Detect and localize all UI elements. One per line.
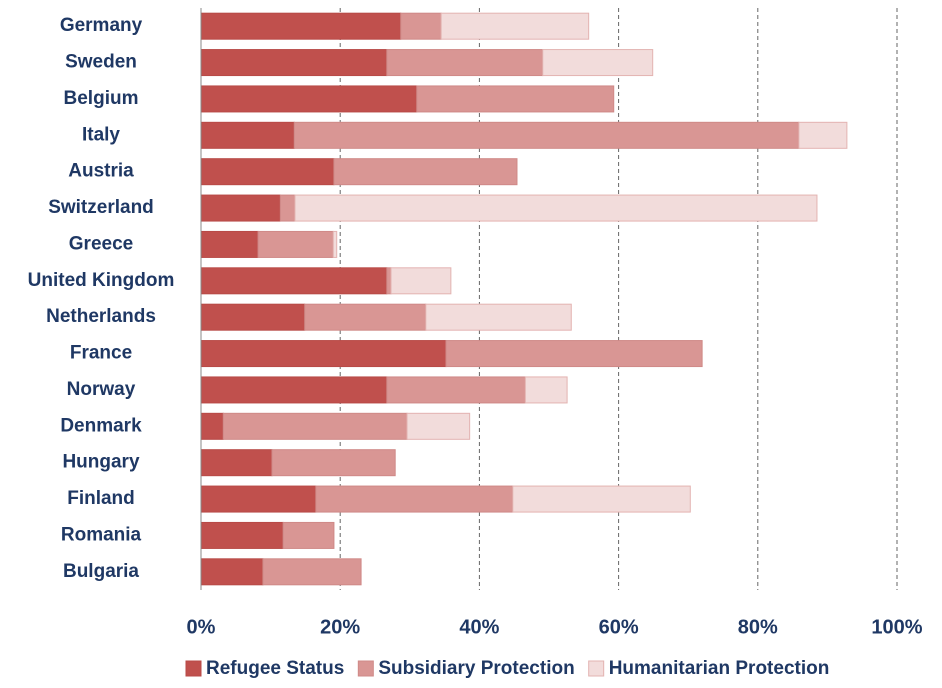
bar-segment xyxy=(222,412,408,440)
legend-swatch xyxy=(588,660,605,677)
bar-segment xyxy=(200,194,281,222)
bar-segment xyxy=(425,303,572,331)
bar-segment xyxy=(200,85,418,113)
legend-swatch xyxy=(357,660,374,677)
bar-segment xyxy=(445,340,703,368)
y-tick-label: Switzerland xyxy=(48,197,154,218)
legend-label: Humanitarian Protection xyxy=(609,658,830,679)
bar-segment xyxy=(294,194,818,222)
x-tick-label: 0% xyxy=(187,616,216,638)
y-tick-label: Denmark xyxy=(60,415,142,436)
bar-segment xyxy=(200,340,447,368)
bar-segment xyxy=(315,485,514,513)
bar-segment xyxy=(200,521,284,549)
y-tick-label: Netherlands xyxy=(46,306,156,327)
bar-segment xyxy=(200,376,388,404)
y-tick-label: United Kingdom xyxy=(28,270,175,291)
bar-segment xyxy=(332,230,338,258)
bar-segment xyxy=(200,49,388,77)
y-tick-label: France xyxy=(70,343,132,364)
bar-segment xyxy=(406,412,471,440)
bar-segment xyxy=(282,521,335,549)
bar-segment xyxy=(200,230,259,258)
bar-segment xyxy=(386,49,544,77)
bar-segment xyxy=(293,121,800,149)
bar-segment xyxy=(304,303,427,331)
legend-label: Subsidiary Protection xyxy=(378,658,574,679)
y-tick-label: Austria xyxy=(68,161,134,182)
bar-segment xyxy=(386,376,526,404)
bar-segment xyxy=(542,49,654,77)
bar-segment xyxy=(333,158,518,186)
y-tick-label: Greece xyxy=(69,233,133,254)
bar-segment xyxy=(257,230,334,258)
y-tick-label: Bulgaria xyxy=(63,561,139,582)
bar-segment xyxy=(200,121,295,149)
x-tick-label: 20% xyxy=(320,616,360,638)
bar-segment xyxy=(798,121,848,149)
bar-segment xyxy=(512,485,691,513)
x-tick-label: 40% xyxy=(459,616,499,638)
bar-segment xyxy=(200,412,224,440)
bar-segment xyxy=(200,12,402,40)
y-tick-label: Norway xyxy=(67,379,136,400)
y-tick-label: Germany xyxy=(60,15,143,36)
bar-segment xyxy=(262,558,362,586)
y-tick-label: Italy xyxy=(82,124,120,145)
x-tick-label: 60% xyxy=(599,616,639,638)
bar-segment xyxy=(279,194,296,222)
bar-segment xyxy=(200,303,306,331)
y-tick-label: Sweden xyxy=(65,52,137,73)
x-tick-label: 80% xyxy=(738,616,778,638)
x-tick-label: 100% xyxy=(871,616,922,638)
y-tick-label: Hungary xyxy=(62,452,140,473)
legend-label: Refugee Status xyxy=(206,658,344,679)
y-tick-label: Romania xyxy=(61,524,142,545)
y-tick-label: Finland xyxy=(67,488,135,509)
bar-segment xyxy=(390,267,452,295)
bar-segment xyxy=(416,85,615,113)
bar-segment xyxy=(200,267,388,295)
bar-segment xyxy=(271,449,396,477)
legend-swatch xyxy=(185,660,202,677)
bar-segment xyxy=(386,267,392,295)
bar-segment xyxy=(200,158,335,186)
bar-segment xyxy=(200,449,273,477)
y-tick-label: Belgium xyxy=(64,88,139,109)
bar-segment xyxy=(200,485,317,513)
bar-segment xyxy=(524,376,568,404)
bar-segment xyxy=(400,12,442,40)
bar-segment xyxy=(440,12,590,40)
bar-segment xyxy=(200,558,264,586)
